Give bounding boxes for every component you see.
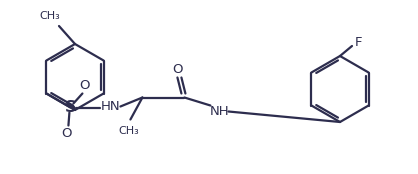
- Text: O: O: [61, 127, 71, 140]
- Text: CH₃: CH₃: [118, 126, 139, 136]
- Text: O: O: [79, 79, 90, 92]
- Text: CH₃: CH₃: [40, 11, 60, 21]
- Text: S: S: [65, 100, 76, 115]
- Text: O: O: [172, 63, 183, 76]
- Text: HN: HN: [101, 100, 120, 113]
- Text: F: F: [354, 35, 362, 49]
- Text: NH: NH: [209, 105, 229, 118]
